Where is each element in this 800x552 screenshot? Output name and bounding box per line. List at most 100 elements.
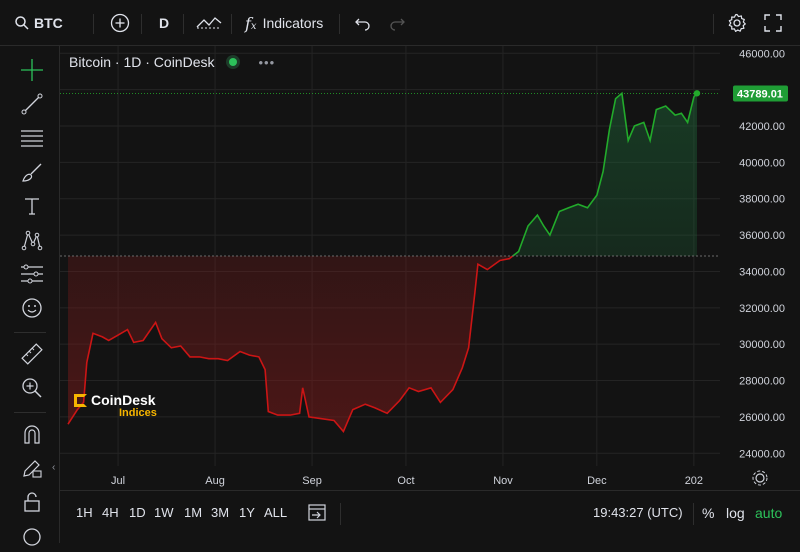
axis-settings-icon[interactable] [752, 470, 768, 486]
utc-clock[interactable]: 19:43:27 (UTC) [593, 505, 683, 520]
price-line-below-baseline [67, 256, 515, 433]
chart-style-icon [196, 17, 222, 29]
smiley-icon [22, 298, 42, 318]
range-button-1m[interactable]: 1M [184, 505, 203, 520]
y-tick-label: 36000.00 [739, 230, 785, 242]
last-price-point [693, 90, 701, 97]
top-toolbar: BTC D fx Indicators [0, 0, 800, 46]
last-price-label: 43789.01 [737, 88, 783, 100]
fib-tool[interactable] [16, 122, 48, 154]
toolbar-divider [14, 412, 46, 413]
toolbar-divider [14, 332, 46, 333]
settings-button[interactable] [727, 0, 747, 46]
x-tick-label: Aug [205, 475, 225, 487]
y-tick-label: 30000.00 [739, 339, 785, 351]
coindesk-logo-text: CoinDesk [91, 392, 156, 408]
percent-toggle[interactable]: % [702, 505, 715, 521]
forecast-icon [21, 264, 43, 284]
bottom-divider [693, 503, 694, 525]
emoji-tool[interactable] [16, 292, 48, 324]
y-tick-label: 32000.00 [739, 303, 785, 315]
range-button-all[interactable]: ALL [264, 505, 288, 520]
fullscreen-icon [764, 14, 782, 32]
zoom-tool[interactable] [16, 372, 48, 404]
bottom-toolbar: 1H 4H 1D 1W 1M 3M 1Y ALL 19:43:27 (UTC) % log a… [60, 490, 800, 543]
chart-type-button[interactable] [196, 0, 222, 46]
x-tick-label: Dec [587, 475, 607, 487]
zoom-in-icon [22, 378, 42, 398]
range-button-4h[interactable]: 4H [102, 505, 119, 520]
y-tick-label: 34000.00 [739, 266, 785, 278]
toolbar-divider [93, 14, 94, 34]
pencil-lock-icon [23, 460, 42, 478]
legend-title: Bitcoin · 1D · CoinDesk [69, 54, 215, 70]
crosshair-icon [21, 59, 43, 81]
collapse-arrow-icon[interactable]: ‹ [52, 462, 56, 473]
y-tick-label: 26000.00 [739, 412, 785, 424]
price-chart[interactable]: 24000.00 26000.00 28000.00 30000.00 32000.00… [60, 46, 800, 490]
forecast-tool[interactable] [16, 258, 48, 290]
y-axis-labels: 24000.00 26000.00 28000.00 30000.00 32000.00… [739, 48, 785, 460]
symbol-search[interactable]: BTC [14, 0, 63, 46]
y-tick-label: 38000.00 [739, 194, 785, 206]
range-button-1y[interactable]: 1Y [239, 505, 255, 520]
fullscreen-button[interactable] [764, 0, 782, 46]
lock-tool[interactable] [16, 486, 48, 518]
last-price-tag [733, 85, 788, 102]
more-icon[interactable]: ••• [258, 54, 276, 70]
area-fill-above-baseline [68, 93, 697, 256]
brush-tool[interactable] [16, 156, 48, 188]
range-button-3m[interactable]: 3M [211, 505, 230, 520]
y-tick-label: 40000.00 [739, 157, 785, 169]
y-tick-label: 42000.00 [739, 121, 785, 133]
indicators-button[interactable]: fx Indicators [245, 0, 323, 46]
y-tick-label: 46000.00 [739, 48, 785, 60]
auto-toggle[interactable]: auto [755, 505, 783, 521]
pattern-tool[interactable] [16, 224, 48, 256]
price-markers: 43789.01 [60, 85, 788, 257]
text-tool[interactable] [16, 190, 48, 222]
crosshair-tool[interactable] [16, 54, 48, 86]
y-tick-label: 28000.00 [739, 376, 785, 388]
price-axis[interactable] [720, 46, 800, 490]
horizontal-lines-icon [21, 130, 43, 147]
magnet-tool[interactable] [16, 418, 48, 450]
toolbar-divider [231, 14, 232, 34]
range-button-1h[interactable]: 1H [76, 505, 93, 520]
visibility-tool[interactable] [16, 520, 48, 552]
toolbar-divider [339, 14, 340, 34]
area-fill-below-baseline [68, 256, 697, 432]
chart-area[interactable]: 24000.00 26000.00 28000.00 30000.00 32000.00… [60, 46, 800, 490]
x-tick-label: Nov [493, 475, 513, 487]
lock-icon [24, 492, 40, 512]
chart-legend: Bitcoin · 1D · CoinDesk ••• [69, 54, 275, 70]
x-tick-label: 202 [685, 475, 703, 487]
symbol-label: BTC [34, 15, 63, 31]
trend-line-tool[interactable] [16, 88, 48, 120]
live-status-dot [228, 58, 237, 66]
calendar-arrow-icon [308, 504, 326, 521]
lock-drawing-tool[interactable] [16, 452, 48, 484]
compare-button[interactable] [110, 0, 130, 46]
log-toggle[interactable]: log [726, 505, 745, 521]
coindesk-logo: CoinDesk Indices [74, 392, 157, 419]
x-tick-label: Oct [397, 475, 414, 487]
interval-button[interactable]: D [159, 0, 169, 46]
price-line-above-baseline [511, 91, 698, 256]
range-button-1w[interactable]: 1W [154, 505, 174, 520]
text-icon [25, 198, 39, 215]
undo-button[interactable] [354, 0, 372, 46]
toolbar-divider [183, 14, 184, 34]
toolbar-divider [141, 14, 142, 34]
goto-date-button[interactable] [307, 502, 327, 527]
x-axis-labels: Jul Aug Sep Oct Nov Dec 202 [111, 475, 703, 487]
drawing-toolbar: ‹ [0, 46, 60, 546]
redo-button[interactable] [388, 0, 406, 46]
search-icon [15, 16, 29, 30]
undo-icon [355, 18, 370, 31]
trend-line-icon [21, 93, 43, 115]
coindesk-logo-icon [74, 393, 87, 407]
fx-icon: fx [245, 13, 257, 33]
range-button-1d[interactable]: 1D [129, 505, 146, 520]
ruler-tool[interactable] [16, 338, 48, 370]
